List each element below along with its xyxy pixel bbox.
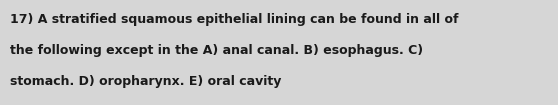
Text: the following except in the A) anal canal. B) esophagus. C): the following except in the A) anal cana…: [10, 44, 423, 57]
Text: 17) A stratified squamous epithelial lining can be found in all of: 17) A stratified squamous epithelial lin…: [10, 13, 459, 26]
Text: stomach. D) oropharynx. E) oral cavity: stomach. D) oropharynx. E) oral cavity: [10, 75, 281, 88]
